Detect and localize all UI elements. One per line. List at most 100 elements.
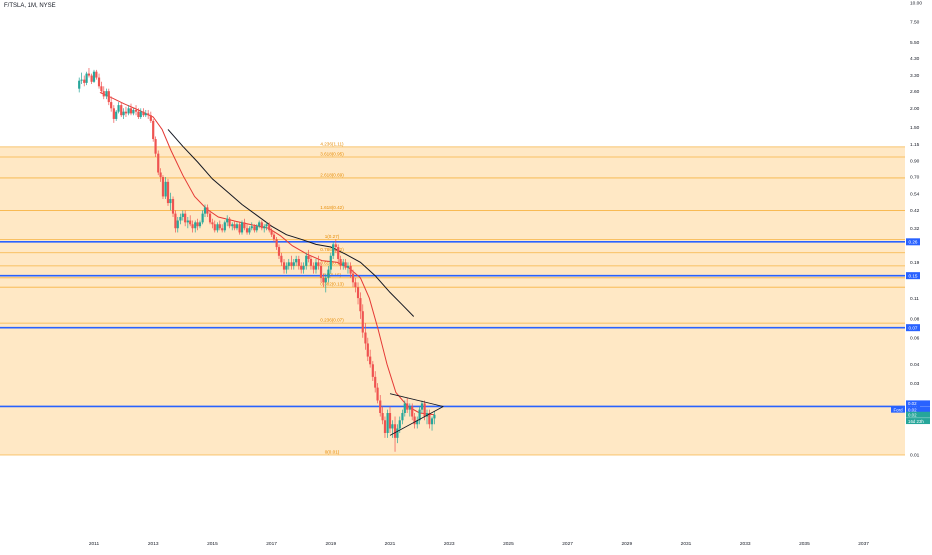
price-tag-label: 0.02 <box>908 401 917 406</box>
y-tick-label: 4.30 <box>910 56 920 62</box>
price-tag-label: 0.02 <box>908 412 917 417</box>
price-tag-bg <box>906 400 930 407</box>
y-tick-label: 3.30 <box>910 73 920 79</box>
candle-body <box>213 224 216 231</box>
candle-body <box>332 244 335 256</box>
y-tick-label: 0.06 <box>910 335 920 341</box>
candle-body <box>110 102 113 109</box>
candle-body <box>346 265 350 268</box>
candle-body <box>157 153 160 173</box>
ma-slow-line <box>167 129 415 317</box>
candle-body <box>416 420 419 425</box>
candle-body <box>95 71 98 78</box>
candle-body <box>198 222 202 227</box>
candle-body <box>361 311 364 333</box>
candle-body <box>379 400 382 414</box>
candle-body <box>235 224 239 229</box>
candle-body <box>275 239 278 248</box>
candle-body <box>211 222 214 225</box>
candle-body <box>263 226 266 229</box>
candle-body <box>393 424 397 438</box>
fib-zones <box>0 146 905 455</box>
y-tick-label: 2.60 <box>910 89 920 95</box>
x-tick-label: 2013 <box>148 541 159 547</box>
candle-body <box>83 79 86 83</box>
y-tick-label: 1.50 <box>910 125 920 131</box>
candle-body <box>80 79 83 81</box>
fib-label: 4.236(1.11) <box>320 141 344 146</box>
triangle-pattern <box>389 393 444 436</box>
support-price-tag <box>906 324 920 332</box>
candle-body <box>181 213 184 217</box>
y-tick-label: 0.54 <box>910 192 920 198</box>
candle-body <box>268 224 271 231</box>
candle-body <box>280 255 283 263</box>
y-tick-label: 1.15 <box>910 142 920 148</box>
candle-body <box>231 224 234 227</box>
x-tick-label: 2031 <box>681 541 692 547</box>
candle-body <box>186 220 189 223</box>
candle-body <box>423 403 426 417</box>
candle-body <box>369 356 372 365</box>
candle-body <box>112 108 115 119</box>
ford-tag-bg <box>891 406 905 413</box>
y-tick-label: 0.04 <box>910 362 920 368</box>
fib-label: 0.618(0.18) <box>320 260 344 265</box>
candle-body <box>371 364 374 377</box>
support-price-label: 0.15 <box>909 273 918 278</box>
candle-body <box>122 111 125 116</box>
candle-body <box>115 111 118 119</box>
y-tick-label: 10.00 <box>910 1 922 7</box>
x-tick-label: 2025 <box>503 541 514 547</box>
candle-body <box>309 258 313 266</box>
candle-body <box>149 115 152 121</box>
candle-body <box>290 262 293 266</box>
candle-body <box>319 265 323 278</box>
candle-body <box>127 108 130 114</box>
candles <box>78 68 436 452</box>
candle-body <box>184 213 187 223</box>
candle-body <box>401 413 404 421</box>
candle-body <box>411 406 414 417</box>
x-tick-label: 2027 <box>562 541 573 547</box>
x-tick-label: 2037 <box>858 541 869 547</box>
candle-body <box>398 420 401 429</box>
candle-body <box>137 111 140 118</box>
y-tick-label: 0.11 <box>910 296 919 302</box>
candle-body <box>102 91 105 97</box>
candle-body <box>194 222 197 229</box>
candle-body <box>342 262 345 266</box>
candle-body <box>349 265 352 274</box>
moving-averages <box>99 91 435 416</box>
candle-body <box>139 111 142 118</box>
candle-body <box>90 75 93 82</box>
candle-body <box>144 113 147 116</box>
candle-body <box>201 213 204 223</box>
x-axis: 2011 2013 2015 2017 2019 2021 2023 2025 2027 2029… <box>89 541 869 547</box>
x-tick-label: 2035 <box>799 541 810 547</box>
candle-body <box>376 387 379 401</box>
candle-body <box>403 403 406 414</box>
candle-body <box>339 258 342 266</box>
candle-body <box>354 282 357 288</box>
candle-body <box>105 91 108 97</box>
candle-body <box>282 262 286 270</box>
candle-body <box>406 403 409 410</box>
candle-body <box>85 73 88 83</box>
x-tick-label: 2011 <box>89 541 100 547</box>
candle-body <box>408 406 411 410</box>
candle-body <box>250 226 253 229</box>
candle-body <box>292 262 295 266</box>
candle-body <box>243 222 246 229</box>
candle-body <box>307 255 310 259</box>
fib-label: 2.618(0.69) <box>320 172 344 177</box>
candle-body <box>107 91 110 103</box>
fib-label: 1(0.27) <box>325 234 340 239</box>
candle-body <box>196 222 199 227</box>
candle-body <box>260 222 263 229</box>
candle-body <box>176 220 179 229</box>
x-tick-label: 2033 <box>740 541 751 547</box>
candle-body <box>312 265 315 270</box>
